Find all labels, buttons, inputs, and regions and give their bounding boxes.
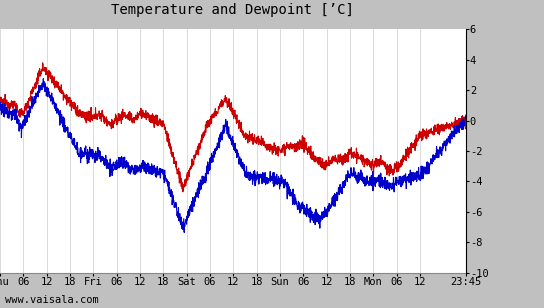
Text: www.vaisala.com: www.vaisala.com [5, 295, 99, 305]
Text: Temperature and Dewpoint [’C]: Temperature and Dewpoint [’C] [112, 3, 354, 17]
